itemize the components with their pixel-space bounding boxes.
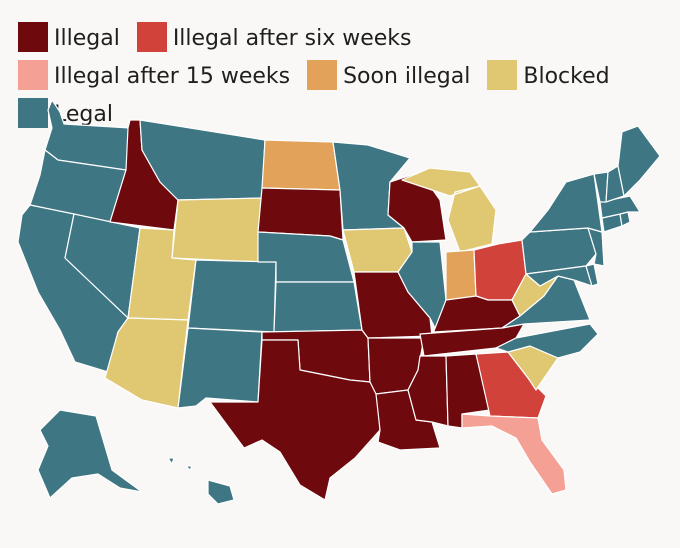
legend-swatch-blocked [487, 60, 518, 90]
legend-label-blocked: Blocked [523, 64, 610, 89]
state-texas [209, 339, 381, 501]
legend-swatch-soon-illegal [307, 60, 338, 90]
legend-label-soon-illegal: Soon illegal [343, 64, 471, 89]
state-north-carolina [495, 323, 599, 359]
state-kansas [273, 281, 363, 333]
state-north-dakota [261, 139, 341, 191]
state-new-mexico [177, 327, 263, 409]
state-arizona [104, 317, 189, 409]
legend-swatch-illegal [18, 22, 48, 52]
state-maine [617, 125, 661, 197]
state-iowa [342, 227, 413, 273]
state-hawaii [167, 457, 235, 505]
state-delaware [585, 263, 599, 287]
map-legend: Illegal Illegal after six weeks Illegal … [18, 20, 668, 134]
legend-label-illegal: Illegal [54, 26, 120, 51]
state-michigan [401, 167, 497, 253]
state-new-york [529, 173, 603, 233]
legend-item-illegal: Illegal [18, 20, 120, 58]
state-wyoming [171, 197, 263, 263]
state-alaska [37, 409, 143, 499]
state-colorado [187, 259, 277, 333]
state-massachusetts [599, 195, 641, 219]
legend-label-six-weeks: Illegal after six weeks [172, 26, 412, 51]
legend-item-soon-illegal: Soon illegal [307, 58, 470, 96]
legend-item-blocked: Blocked [487, 58, 610, 96]
legend-label-fifteen-weeks: Illegal after 15 weeks [54, 64, 291, 89]
state-illinois [397, 241, 447, 331]
legend-swatch-legal [18, 98, 48, 128]
state-florida [461, 413, 567, 495]
legend-swatch-fifteen-weeks [18, 60, 48, 90]
legend-item-six-weeks: Illegal after six weeks [136, 20, 412, 58]
legend-item-legal: Legal [18, 96, 113, 134]
legend-item-fifteen-weeks: Illegal after 15 weeks [18, 58, 290, 96]
legend-swatch-six-weeks [136, 22, 167, 52]
